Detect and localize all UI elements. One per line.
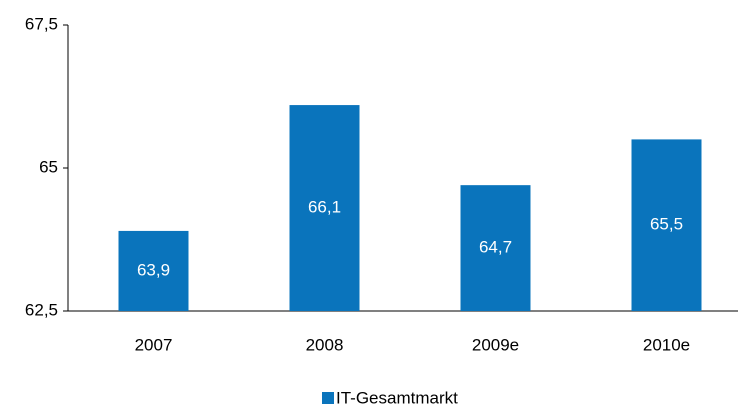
legend-label: IT-Gesamtmarkt (336, 388, 458, 407)
x-tick-label: 2009e (472, 335, 519, 354)
bar (118, 230, 189, 311)
x-tick-label: 2010e (643, 335, 690, 354)
y-tick-label: 62,5 (25, 300, 58, 319)
value-label: 65,5 (650, 215, 683, 234)
bar (631, 139, 702, 311)
bar (460, 185, 531, 311)
bar (289, 105, 360, 311)
value-label: 66,1 (308, 198, 341, 217)
y-tick-label: 67,5 (25, 14, 58, 33)
y-tick-label: 65 (39, 157, 58, 176)
value-label: 64,7 (479, 238, 512, 257)
value-label: 63,9 (137, 260, 170, 279)
x-tick-label: 2008 (306, 335, 344, 354)
x-tick-label: 2007 (135, 335, 173, 354)
legend-swatch (322, 392, 334, 404)
